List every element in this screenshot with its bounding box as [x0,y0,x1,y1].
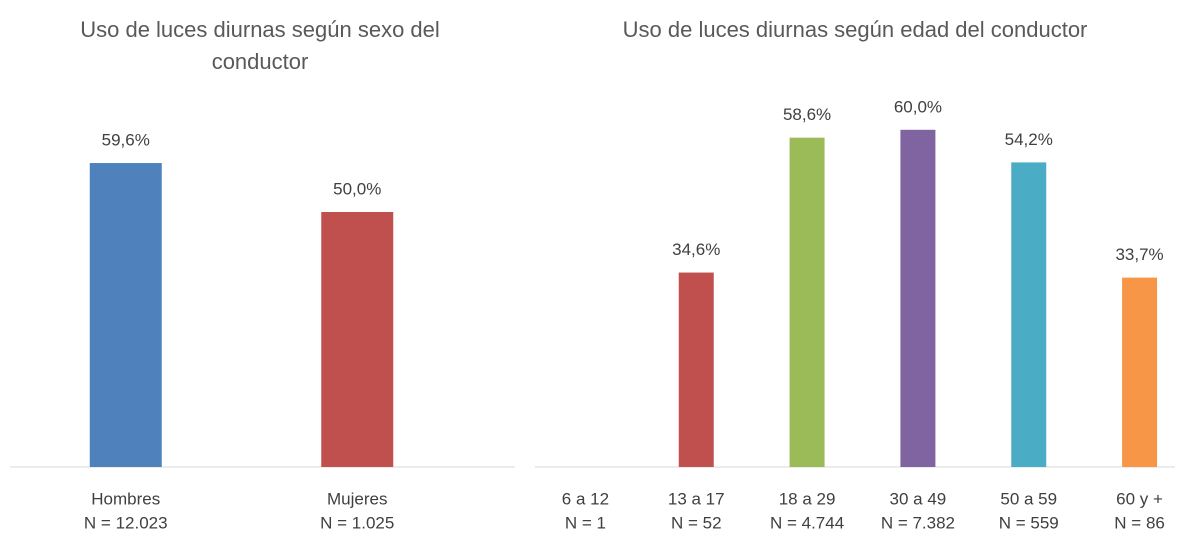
sample-size-label: N = 559 [999,513,1059,532]
bar [1122,277,1158,467]
sample-size-label: N = 12.023 [84,513,168,532]
data-label: 54,2% [1005,130,1053,149]
data-label: 33,7% [1115,245,1163,264]
x-tick-label: 30 a 49 [890,489,947,508]
bar [1011,162,1047,467]
data-label: 34,6% [672,240,720,259]
x-tick-label: Hombres [91,489,160,508]
bar [89,163,162,468]
bar [678,272,714,467]
sample-size-label: N = 52 [671,513,722,532]
x-tick-label: Mujeres [327,489,387,508]
data-label: 58,6% [783,105,831,124]
chart-title: Uso de luces diurnas según edad del cond… [622,17,1088,42]
x-tick-label: 50 a 59 [1000,489,1057,508]
chart-title: Uso de luces diurnas según sexo del cond… [80,17,440,74]
data-label: 59,6% [102,131,150,150]
sample-size-label: N = 1 [565,513,606,532]
x-tick-label: 60 y + [1116,489,1163,508]
sample-size-label: N = 86 [1114,513,1165,532]
sample-size-label: N = 7.382 [881,513,955,532]
x-tick-label: 6 a 12 [562,489,609,508]
sample-size-label: N = 1.025 [320,513,394,532]
sample-size-label: N = 4.744 [770,513,844,532]
bar [789,137,825,467]
bar [321,212,394,467]
data-label: 60,0% [894,97,942,116]
bar [900,129,936,468]
data-label: 50,0% [333,179,381,198]
x-tick-label: 13 a 17 [668,489,725,508]
x-tick-label: 18 a 29 [779,489,836,508]
